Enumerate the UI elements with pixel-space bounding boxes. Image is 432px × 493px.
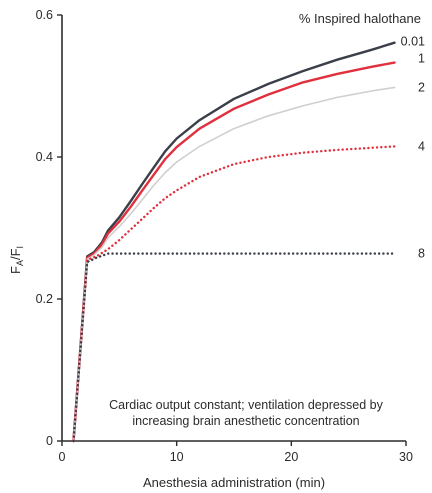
y-axis-label-sep: /F <box>8 248 23 260</box>
y-axis-label: FA/FI <box>8 246 25 274</box>
y-axis-label-f: F <box>8 266 23 274</box>
y-tick-label: 0.4 <box>36 150 53 164</box>
series-label-4: 4 <box>418 139 425 153</box>
y-tick-label: 0.6 <box>36 8 53 22</box>
legend-title: % Inspired halothane <box>299 11 421 26</box>
series-line-4 <box>72 145 396 443</box>
series-label-0-01: 0.01 <box>401 35 425 49</box>
y-axis-label-sub-i: I <box>15 246 25 249</box>
series-label-1: 1 <box>418 52 425 66</box>
series-layer <box>72 41 396 443</box>
series-label-2: 2 <box>418 80 425 94</box>
x-tick-label: 20 <box>284 450 298 464</box>
x-tick-label: 0 <box>59 450 66 464</box>
axis-ticks: 0 10 20 30 0 0.2 0.4 0.6 <box>36 8 413 464</box>
series-line-2 <box>72 86 396 442</box>
annotation-line-2: increasing brain anesthetic concentratio… <box>132 414 359 428</box>
y-tick-label: 0.2 <box>36 292 53 306</box>
series-label-8: 8 <box>418 247 425 261</box>
x-tick-label: 10 <box>170 450 184 464</box>
series-line-8 <box>72 252 396 443</box>
x-tick-label: 30 <box>399 450 413 464</box>
plot-area <box>61 15 406 442</box>
series-labels: 0.01 1 2 4 8 <box>401 35 425 261</box>
series-line-1 <box>72 61 396 443</box>
y-axis-label-sub-a: A <box>15 260 25 266</box>
series-line-0-01 <box>72 41 396 443</box>
x-axis-label: Anesthesia administration (min) <box>143 475 325 490</box>
annotation-line-1: Cardiac output constant; ventilation dep… <box>109 398 384 412</box>
y-tick-label: 0 <box>46 434 53 448</box>
